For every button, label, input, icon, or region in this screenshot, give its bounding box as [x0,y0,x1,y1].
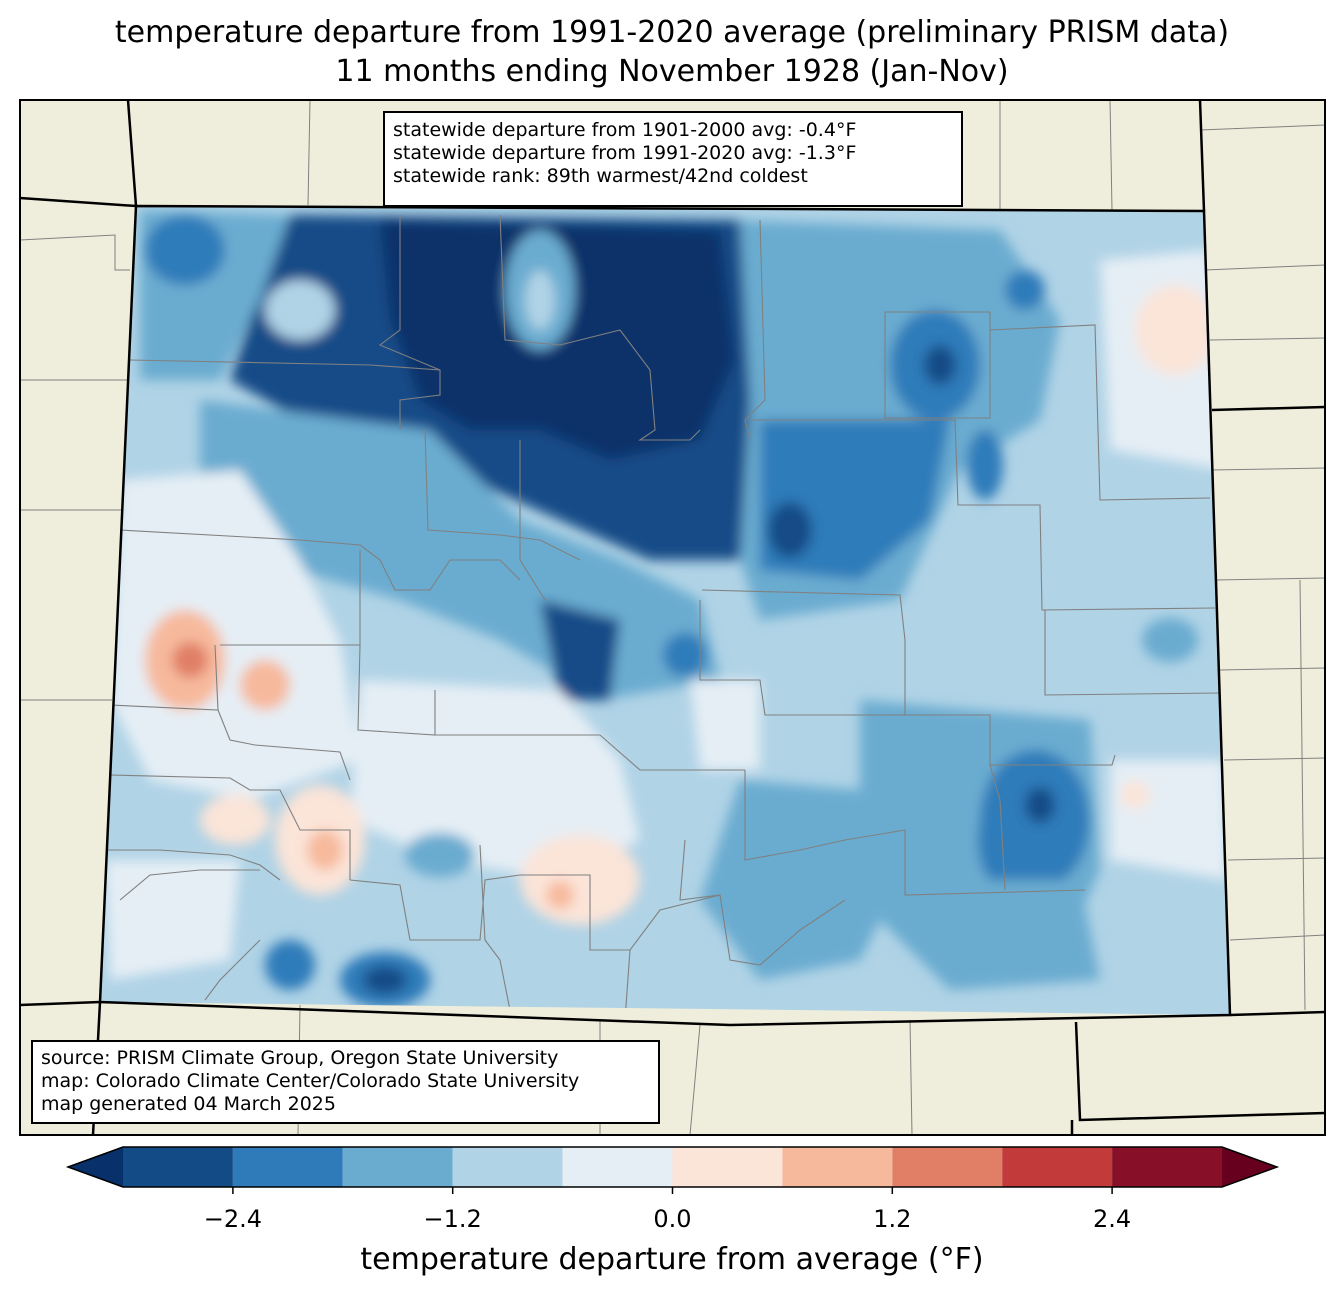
field-sj-hot [546,881,574,909]
source-line-map: map: Colorado Climate Center/Colorado St… [41,1070,580,1092]
colorbar-outline [65,1146,1280,1188]
field-central-dark [540,600,620,700]
field-ouray-hot [307,830,343,870]
field-sc-mid2 [930,880,1100,990]
field-e-spot [1142,618,1198,662]
colorbar-bin [1002,1147,1113,1187]
field-sw-light [350,680,640,880]
field-sw-core [363,966,407,994]
colorbar-bin [1112,1147,1222,1187]
colorbar-bin [672,1147,783,1187]
source-box: source: PRISM Climate Group, Oregon Stat… [31,1040,660,1124]
colorbar-bin [892,1147,1003,1187]
field-central-spot [663,633,707,677]
field-ne-spot [1005,270,1045,310]
field-montrose-warm [200,795,270,845]
colorbar-extend-low [68,1147,123,1187]
field-se-core [1025,787,1055,823]
colorbar-tick-label: 0.0 [653,1205,692,1233]
field-sc-light [690,680,760,770]
colorbar-tick-label: 2.4 [1093,1205,1132,1233]
field-delta-warm [240,660,290,710]
colorbar-extend-high [1222,1147,1277,1187]
map-frame-content [20,100,1325,1135]
stats-line-rank: statewide rank: 89th warmest/42nd coldes… [393,165,808,187]
colorbar-bin [562,1147,673,1187]
field-se-light [1110,760,1228,880]
field-sc-mid [700,780,900,980]
field-yuma-core [924,345,956,385]
field-se-warm [1120,781,1150,809]
field-sw-mid [405,833,475,877]
field-sw-spot [265,940,315,990]
map-title-line1: temperature departure from 1991-2020 ave… [114,15,1230,50]
field-far-sw-light [105,860,240,980]
map-frame [19,99,1326,1136]
colorbar-tick-label: −1.2 [423,1205,482,1233]
colorbar-label: temperature departure from average (°F) [360,1242,984,1277]
field-nw-dark [145,215,225,285]
stats-line-1991-2020: statewide departure from 1991-2020 avg: … [393,142,857,164]
colorbar-bin [342,1147,453,1187]
field-se-spot [978,795,1022,885]
county-lines [105,214,1221,1015]
field-west-light [110,470,360,800]
colorado-temperature-field [100,206,1230,1015]
colorbar-bin [452,1147,563,1187]
statewide-stats-box: statewide departure from 1901-2000 avg: … [383,111,963,207]
colorbar [65,1146,1280,1194]
colorbar-bin [782,1147,893,1187]
map-title-line2: 11 months ending November 1928 (Jan-Nov) [335,54,1009,89]
field-nw-light [265,280,335,340]
source-line-prism: source: PRISM Climate Group, Oregon Stat… [41,1047,559,1069]
colorado-border [98,204,1232,1027]
neighbor-state-borders [20,100,1325,1135]
stats-line-1901-2000: statewide departure from 1901-2000 avg: … [393,119,857,141]
colorbar-bin [123,1147,233,1187]
field-north-gap-light [525,270,555,330]
colorbar-bin [232,1147,343,1187]
field-sj-warm [520,835,640,925]
field-elbert-core [768,502,812,558]
colorbar-tick-label: −2.4 [203,1205,263,1233]
neighbor-county-lines [20,100,1325,1135]
source-line-generated: map generated 04 March 2025 [41,1093,336,1115]
field-ne-warm [1135,285,1215,375]
field-mesa-hot [172,642,208,678]
field-east-spot [967,430,1003,500]
colorbar-tick-label: 1.2 [873,1205,912,1233]
